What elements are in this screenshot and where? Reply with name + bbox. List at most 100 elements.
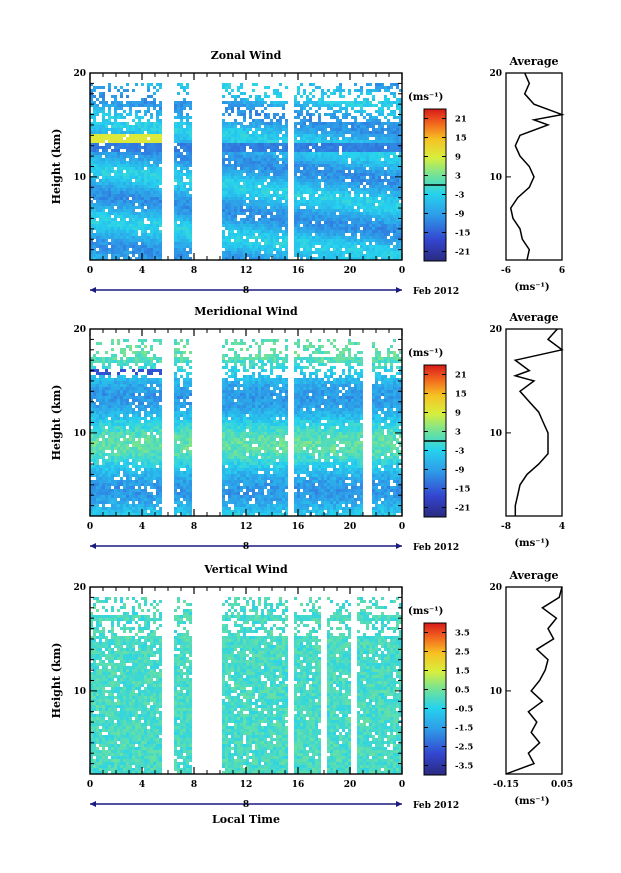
heatmap-cell — [90, 251, 93, 254]
heatmap-cell — [276, 140, 279, 143]
heatmap-cell — [96, 242, 99, 245]
heatmap-cell — [264, 227, 267, 230]
heatmap-cell — [102, 402, 105, 405]
heatmap-cell — [372, 248, 375, 251]
heatmap-cell — [93, 164, 96, 167]
heatmap-cell — [117, 474, 120, 477]
heatmap-cell — [324, 203, 327, 206]
heatmap-cell — [309, 242, 312, 245]
heatmap-cell — [144, 248, 147, 251]
heatmap-cell — [312, 179, 315, 182]
heatmap-cell — [105, 387, 108, 390]
heatmap-cell — [231, 212, 234, 215]
heatmap-cell — [159, 194, 162, 197]
heatmap-cell — [180, 209, 183, 212]
heatmap-cell — [99, 203, 102, 206]
heatmap-cell — [285, 149, 288, 152]
heatmap-cell — [102, 426, 105, 429]
heatmap-cell — [282, 254, 285, 257]
heatmap-cell — [102, 227, 105, 230]
heatmap-cell — [252, 179, 255, 182]
heatmap-cell — [378, 182, 381, 185]
heatmap-cell — [111, 489, 114, 492]
heatmap-cell — [138, 185, 141, 188]
heatmap-cell — [123, 188, 126, 191]
heatmap-cell — [354, 257, 357, 260]
heatmap-cell — [282, 179, 285, 182]
heatmap-cell — [147, 146, 150, 149]
heatmap-cell — [111, 498, 114, 501]
heatmap-cell — [96, 435, 99, 438]
heatmap-cell — [93, 456, 96, 459]
heatmap-cell — [138, 164, 141, 167]
heatmap-cell — [345, 230, 348, 233]
heatmap-cell — [159, 167, 162, 170]
heatmap-cell — [363, 257, 366, 260]
heatmap-cell — [117, 393, 120, 396]
heatmap-cell — [114, 381, 117, 384]
heatmap-cell — [189, 221, 192, 224]
heatmap-cell — [249, 170, 252, 173]
heatmap-cell — [345, 245, 348, 248]
heatmap-cell — [300, 203, 303, 206]
heatmap-cell — [117, 390, 120, 393]
heatmap-cell — [114, 504, 117, 507]
heatmap-cell — [297, 101, 300, 104]
heatmap-cell — [126, 149, 129, 152]
heatmap-cell — [318, 158, 321, 161]
heatmap-cell — [303, 137, 306, 140]
heatmap-cell — [159, 245, 162, 248]
heatmap-cell — [243, 197, 246, 200]
heatmap-cell — [231, 194, 234, 197]
heatmap-cell — [111, 236, 114, 239]
heatmap-cell — [117, 170, 120, 173]
heatmap-cell — [294, 182, 297, 185]
heatmap-cell — [228, 239, 231, 242]
heatmap-cell — [159, 203, 162, 206]
heatmap-cell — [156, 167, 159, 170]
heatmap-cell — [105, 351, 108, 354]
heatmap-cell — [111, 143, 114, 146]
heatmap-cell — [348, 209, 351, 212]
heatmap-cell — [276, 113, 279, 116]
heatmap-cell — [300, 161, 303, 164]
heatmap-cell — [297, 245, 300, 248]
heatmap-cell — [249, 161, 252, 164]
heatmap-cell — [333, 233, 336, 236]
heatmap-cell — [276, 104, 279, 107]
heatmap-cell — [99, 221, 102, 224]
heatmap-cell — [246, 236, 249, 239]
heatmap-cell — [186, 257, 189, 260]
heatmap-cell — [126, 170, 129, 173]
heatmap-cell — [396, 221, 399, 224]
heatmap-cell — [90, 393, 93, 396]
heatmap-cell — [240, 128, 243, 131]
heatmap-cell — [348, 113, 351, 116]
heatmap-cell — [294, 188, 297, 191]
heatmap-cell — [237, 113, 240, 116]
heatmap-cell — [177, 101, 180, 104]
heatmap-cell — [372, 164, 375, 167]
heatmap-cell — [375, 233, 378, 236]
heatmap-cell — [366, 203, 369, 206]
heatmap-cell — [111, 402, 114, 405]
heatmap-cell — [375, 194, 378, 197]
heatmap-cell — [228, 227, 231, 230]
heatmap-cell — [393, 224, 396, 227]
heatmap-cell — [150, 116, 153, 119]
heatmap-cell — [366, 173, 369, 176]
heatmap-cell — [240, 173, 243, 176]
heatmap-cell — [327, 143, 330, 146]
heatmap-cell — [393, 95, 396, 98]
heatmap-cell — [177, 206, 180, 209]
heatmap-cell — [141, 203, 144, 206]
heatmap-cell — [294, 245, 297, 248]
heatmap-cell — [156, 179, 159, 182]
heatmap-cell — [96, 164, 99, 167]
heatmap-cell — [315, 128, 318, 131]
heatmap-cell — [351, 104, 354, 107]
heatmap-cell — [279, 143, 282, 146]
heatmap-cell — [117, 453, 120, 456]
heatmap-cell — [330, 224, 333, 227]
heatmap-cell — [183, 191, 186, 194]
